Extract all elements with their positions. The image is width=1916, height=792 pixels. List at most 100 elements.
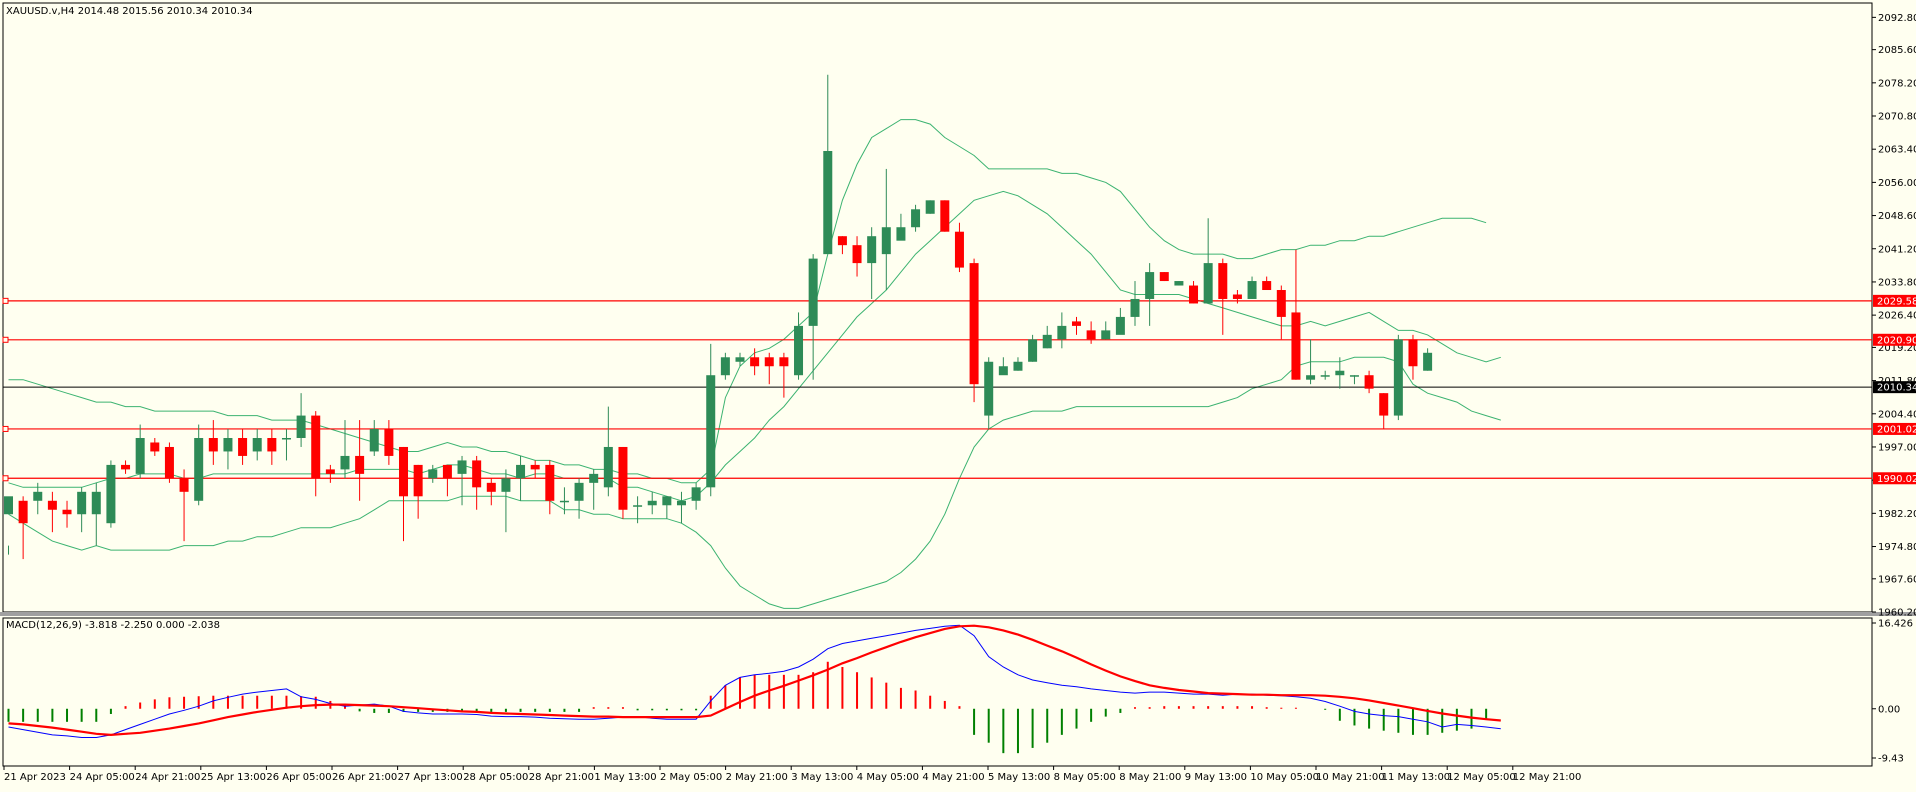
price-tick-label: 2048.60 [1878, 211, 1916, 222]
candle-body [399, 446, 409, 497]
candle-body [486, 482, 496, 492]
time-tick-label: 21 Apr 2023 [4, 772, 66, 783]
time-tick-label: 2 May 05:00 [660, 772, 722, 783]
time-tick-label: 5 May 13:00 [988, 772, 1050, 783]
candle-body [1189, 285, 1199, 304]
price-tick-label: 2085.60 [1878, 45, 1916, 56]
price-tick-label: 2063.40 [1878, 145, 1916, 156]
candle-body [940, 200, 950, 232]
candle-body [311, 415, 321, 479]
candle-body [794, 325, 804, 376]
candle-body [545, 464, 555, 501]
price-tick-label: 2019.20 [1878, 343, 1916, 354]
candle-body [223, 438, 233, 452]
candle-body [589, 473, 599, 483]
candle-body [267, 438, 277, 452]
macd-info-label: MACD(12,26,9) -3.818 -2.250 0.000 -2.038 [6, 620, 220, 631]
price-tick-label: 1974.80 [1878, 542, 1916, 553]
candle-body [33, 491, 43, 501]
candle-body [676, 500, 686, 506]
candle-body [164, 446, 174, 479]
candle-body [281, 438, 291, 440]
candle-body [1423, 352, 1433, 371]
level-price-label: 2020.90 [1877, 335, 1916, 346]
level-anchor-marker [2, 297, 9, 304]
candle-body [1013, 361, 1023, 371]
candle-body [47, 500, 57, 510]
candle-body [135, 438, 145, 474]
candle-body [691, 487, 701, 501]
candle-body [881, 227, 891, 255]
candle-body [969, 263, 979, 385]
candle-body [369, 429, 379, 452]
time-tick-label: 24 Apr 21:00 [135, 772, 200, 783]
current-price-label: 2010.34 [1877, 383, 1916, 394]
candle-body [179, 478, 189, 492]
time-tick-label: 1 May 13:00 [594, 772, 656, 783]
candle-body [1071, 321, 1081, 326]
price-tick-label: 2056.00 [1878, 178, 1916, 189]
time-tick-label: 4 May 21:00 [922, 772, 984, 783]
candle-body [1145, 272, 1155, 299]
price-tick-label: 2070.80 [1878, 112, 1916, 123]
macd-frame [2, 617, 1873, 767]
candle-body [954, 231, 964, 268]
candle-body [1320, 375, 1330, 377]
level-price-tag [1873, 422, 1916, 435]
candle-body [1262, 281, 1272, 291]
price-tick-label: 1967.60 [1878, 574, 1916, 585]
time-tick-label: 8 May 21:00 [1119, 772, 1181, 783]
candle-body [516, 464, 526, 479]
bollinger-lower-line [8, 356, 1501, 609]
candle-body [998, 366, 1008, 376]
candle-body [1408, 339, 1418, 367]
time-tick-label: 2 May 21:00 [726, 772, 788, 783]
candle-body [1335, 370, 1345, 376]
candle-body [62, 509, 72, 515]
candle-body [735, 357, 745, 362]
candle-body [1203, 263, 1213, 304]
time-tick-label: 26 Apr 05:00 [266, 772, 331, 783]
candle-body [91, 491, 101, 515]
time-tick-label: 3 May 13:00 [791, 772, 853, 783]
candle-body [1232, 294, 1242, 299]
candle-body [413, 464, 423, 497]
price-tick-label: 1982.20 [1878, 509, 1916, 520]
time-tick-label: 9 May 13:00 [1185, 772, 1247, 783]
time-tick-label: 4 May 05:00 [857, 772, 919, 783]
candle-body [574, 482, 584, 501]
time-tick-label: 12 May 05:00 [1447, 772, 1516, 783]
macd-tick-label: 16.426 [1878, 619, 1913, 630]
candle-body [720, 357, 730, 376]
time-tick-label: 12 May 21:00 [1513, 772, 1582, 783]
time-tick-label: 25 Apr 13:00 [201, 772, 266, 783]
time-tick-label: 24 Apr 05:00 [70, 772, 135, 783]
level-anchor-marker [2, 336, 9, 343]
candle-body [925, 200, 935, 214]
candle-body [1393, 339, 1403, 416]
candle-body [1130, 298, 1140, 317]
candle-body [1086, 330, 1096, 340]
candle-body [238, 438, 248, 456]
candle-body [106, 464, 116, 524]
candle-body [896, 227, 906, 241]
candle-body [764, 357, 774, 367]
bollinger-middle-line [8, 190, 1501, 502]
time-tick-label: 8 May 05:00 [1054, 772, 1116, 783]
time-tick-label: 11 May 13:00 [1382, 772, 1451, 783]
level-price-label: 1990.02 [1877, 474, 1916, 485]
candle-body [1291, 312, 1301, 380]
price-tick-label: 2033.80 [1878, 277, 1916, 288]
candle-body [1349, 375, 1359, 377]
price-tick-label: 2078.20 [1878, 78, 1916, 89]
time-tick-label: 28 Apr 21:00 [529, 772, 594, 783]
candle-body [1379, 393, 1389, 416]
candle-body [750, 357, 760, 367]
candle-body [1028, 339, 1038, 362]
candle-body [1101, 330, 1111, 340]
candle-body [837, 236, 847, 246]
candle-body [150, 442, 160, 452]
price-tick-label: 2041.20 [1878, 244, 1916, 255]
